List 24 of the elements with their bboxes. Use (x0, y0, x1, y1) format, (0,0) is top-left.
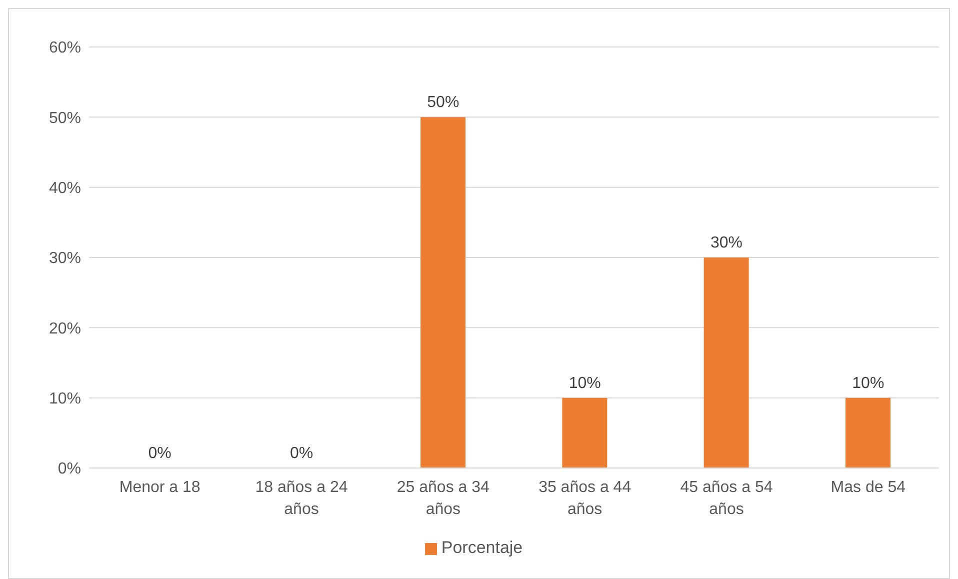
legend-label: Porcentaje (441, 538, 523, 557)
data-label: 50% (427, 94, 460, 112)
x-tick-label: 18 años a 24 años (255, 479, 348, 518)
data-label: 0% (148, 445, 172, 462)
y-tick-label: 10% (48, 390, 81, 408)
bar (704, 258, 749, 468)
data-label: 10% (852, 374, 884, 392)
bar (420, 117, 466, 468)
x-tick-label: 45 años a 54 años (680, 479, 773, 518)
data-label: 10% (568, 374, 601, 392)
bar (846, 398, 890, 468)
y-tick-label: 20% (48, 320, 81, 338)
data-label: 0% (290, 445, 314, 462)
y-tick-label: 40% (48, 180, 81, 198)
y-tick-label: 50% (48, 110, 81, 127)
x-tick-label: Menor a 18 (119, 479, 200, 496)
y-tick-label: 30% (48, 250, 81, 268)
y-tick-label: 0% (58, 460, 81, 478)
y-tick-label: 60% (48, 40, 81, 57)
x-tick-label: Mas de 54 (830, 479, 906, 496)
data-label: 30% (710, 234, 743, 252)
x-tick-label: 25 años a 34 años (396, 479, 490, 518)
bar (562, 398, 608, 468)
x-tick-label: 35 años a 44 años (538, 479, 632, 518)
